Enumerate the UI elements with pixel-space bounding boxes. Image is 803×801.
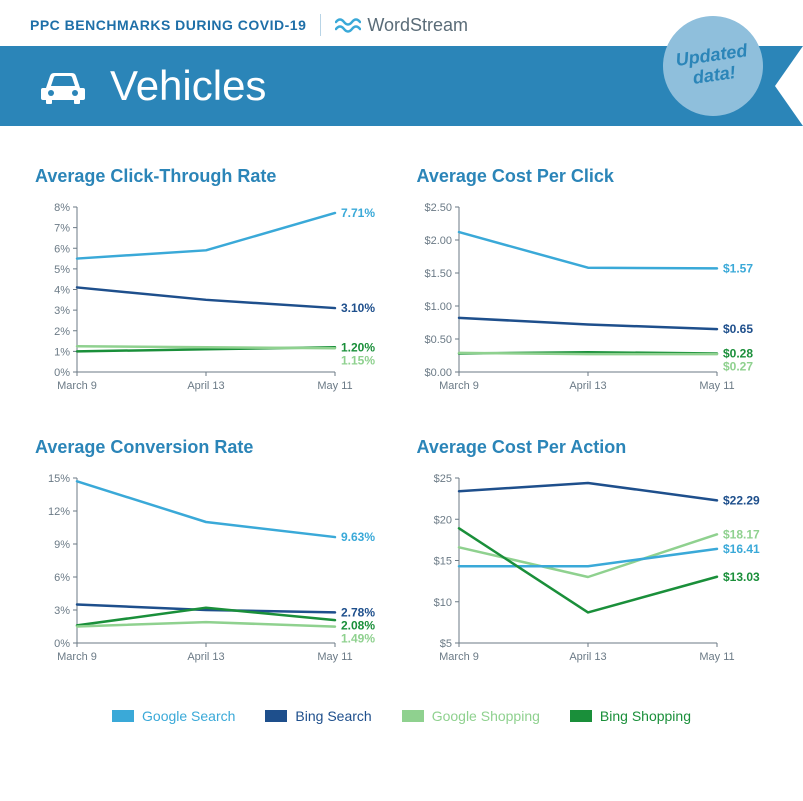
svg-text:3.10%: 3.10% — [341, 301, 375, 315]
svg-text:$0.27: $0.27 — [723, 360, 753, 374]
chart-ctr: Average Click-Through Rate 0% 1% 2% 3% 4% 5% 6… — [35, 166, 387, 407]
svg-text:April 13: April 13 — [569, 651, 606, 663]
svg-text:9%: 9% — [54, 539, 70, 551]
svg-text:7%: 7% — [54, 223, 70, 235]
svg-text:$18.17: $18.17 — [723, 527, 760, 541]
chart-title-ctr: Average Click-Through Rate — [35, 166, 387, 187]
brand: WordStream — [335, 15, 468, 36]
svg-text:2%: 2% — [54, 326, 70, 338]
svg-text:May 11: May 11 — [317, 651, 352, 663]
legend-item-bing_search: Bing Search — [265, 708, 371, 724]
legend-swatch — [570, 710, 592, 722]
svg-text:$10: $10 — [433, 597, 451, 609]
chart-svg-cvr: 0% 3% 6% 9% 12% 15% March 9 April 13 May 11 9.63%… — [35, 468, 385, 678]
svg-text:$2.00: $2.00 — [424, 235, 452, 247]
svg-text:1.20%: 1.20% — [341, 340, 375, 354]
svg-text:0%: 0% — [54, 367, 70, 379]
svg-text:6%: 6% — [54, 243, 70, 255]
legend-swatch — [402, 710, 424, 722]
legend-item-bing_shopping: Bing Shopping — [570, 708, 691, 724]
svg-text:1.49%: 1.49% — [341, 631, 375, 645]
chart-svg-cpc: $0.00 $0.50 $1.00 $1.50 $2.00 $2.50 March 9 Apr… — [417, 197, 767, 407]
chart-title-cvr: Average Conversion Rate — [35, 437, 387, 458]
svg-text:April 13: April 13 — [569, 380, 606, 392]
chart-svg-cpa: $5 $10 $15 $20 $25 March 9 April 13 May 11 $22.2… — [417, 468, 767, 678]
svg-text:6%: 6% — [54, 572, 70, 584]
ribbon-notch — [775, 46, 803, 126]
svg-text:$1.00: $1.00 — [424, 301, 452, 313]
svg-text:3%: 3% — [54, 605, 70, 617]
svg-text:2.78%: 2.78% — [341, 605, 375, 619]
svg-text:8%: 8% — [54, 202, 70, 214]
svg-text:$20: $20 — [433, 514, 451, 526]
legend-item-google_search: Google Search — [112, 708, 235, 724]
svg-text:March 9: March 9 — [439, 380, 479, 392]
chart-cpc: Average Cost Per Click $0.00 $0.50 $1.00 $1… — [417, 166, 769, 407]
svg-text:9.63%: 9.63% — [341, 530, 375, 544]
svg-text:$0.00: $0.00 — [424, 367, 452, 379]
chart-title-cpa: Average Cost Per Action — [417, 437, 769, 458]
chart-cvr: Average Conversion Rate 0% 3% 6% 9% 12% 15% Ma… — [35, 437, 387, 678]
svg-text:1.15%: 1.15% — [341, 353, 375, 367]
legend-swatch — [265, 710, 287, 722]
svg-text:$0.28: $0.28 — [723, 347, 753, 361]
banner-title: Vehicles — [110, 62, 266, 110]
svg-text:$0.50: $0.50 — [424, 334, 452, 346]
car-icon — [38, 66, 88, 106]
svg-text:4%: 4% — [54, 285, 70, 297]
svg-text:May 11: May 11 — [699, 651, 734, 663]
wave-icon — [335, 16, 361, 34]
svg-text:April 13: April 13 — [187, 651, 224, 663]
chart-title-cpc: Average Cost Per Click — [417, 166, 769, 187]
svg-text:March 9: March 9 — [57, 651, 97, 663]
svg-text:May 11: May 11 — [699, 380, 734, 392]
title-banner: Updated data! Vehicles — [0, 46, 803, 126]
legend-item-google_shopping: Google Shopping — [402, 708, 540, 724]
svg-text:$22.29: $22.29 — [723, 493, 760, 507]
svg-text:March 9: March 9 — [439, 651, 479, 663]
svg-text:3%: 3% — [54, 305, 70, 317]
updated-badge-text: Updated data! — [661, 39, 766, 92]
svg-text:March 9: March 9 — [57, 380, 97, 392]
svg-text:$0.65: $0.65 — [723, 322, 753, 336]
legend: Google Search Bing Search Google Shopping B… — [0, 688, 803, 724]
svg-text:5%: 5% — [54, 264, 70, 276]
svg-text:May 11: May 11 — [317, 380, 352, 392]
svg-text:1%: 1% — [54, 346, 70, 358]
svg-text:$16.41: $16.41 — [723, 542, 760, 556]
svg-text:$5: $5 — [439, 638, 451, 650]
legend-label: Bing Shopping — [600, 708, 691, 724]
chart-cpa: Average Cost Per Action $5 $10 $15 $20 $25 Ma… — [417, 437, 769, 678]
svg-text:12%: 12% — [48, 506, 70, 518]
svg-text:$1.50: $1.50 — [424, 268, 452, 280]
svg-text:$1.57: $1.57 — [723, 261, 753, 275]
legend-swatch — [112, 710, 134, 722]
legend-label: Google Search — [142, 708, 235, 724]
brand-text: WordStream — [367, 15, 468, 36]
svg-text:7.71%: 7.71% — [341, 206, 375, 220]
svg-text:$25: $25 — [433, 473, 451, 485]
charts-grid: Average Click-Through Rate 0% 1% 2% 3% 4% 5% 6… — [0, 146, 803, 688]
svg-text:$13.03: $13.03 — [723, 570, 760, 584]
svg-text:15%: 15% — [48, 473, 70, 485]
svg-text:April 13: April 13 — [187, 380, 224, 392]
legend-label: Bing Search — [295, 708, 371, 724]
header-divider — [320, 14, 321, 36]
svg-text:2.08%: 2.08% — [341, 618, 375, 632]
svg-text:$2.50: $2.50 — [424, 202, 452, 214]
svg-text:0%: 0% — [54, 638, 70, 650]
benchmarks-label: PPC BENCHMARKS DURING COVID-19 — [30, 17, 306, 33]
chart-svg-ctr: 0% 1% 2% 3% 4% 5% 6% 7% 8% March 9 April 13 May 11 7… — [35, 197, 385, 407]
legend-label: Google Shopping — [432, 708, 540, 724]
svg-text:$15: $15 — [433, 556, 451, 568]
